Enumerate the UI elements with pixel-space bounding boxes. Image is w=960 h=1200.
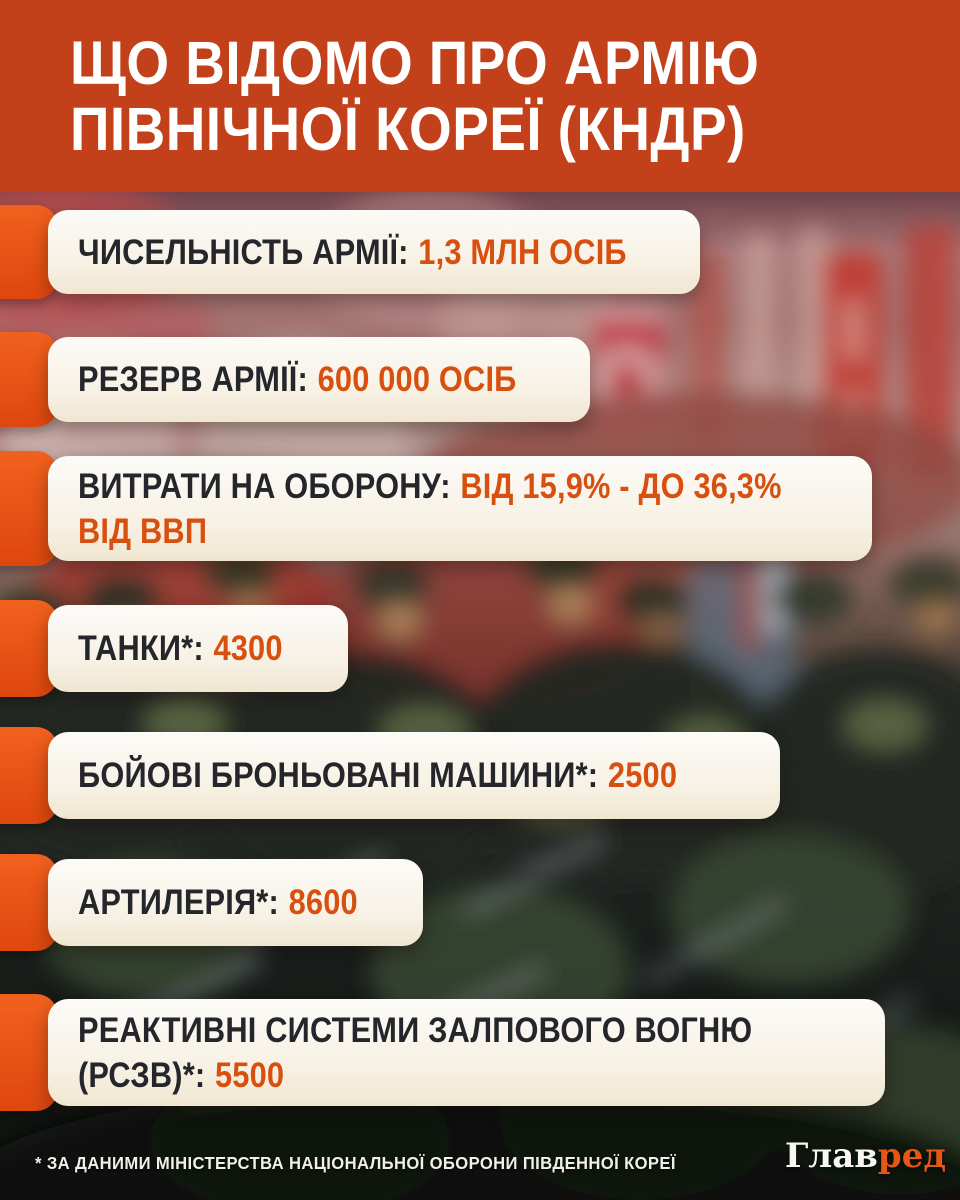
page-title-line2: ПІВНІЧНОЇ КОРЕЇ (КНДР) xyxy=(70,95,746,163)
header-banner: ЩО ВІДОМО ПРО АРМІЮ ПІВНІЧНОЇ КОРЕЇ (КНД… xyxy=(0,0,960,192)
page-title-line1: ЩО ВІДОМО ПРО АРМІЮ xyxy=(70,29,760,97)
stat-value: 4300 xyxy=(213,629,283,668)
stat-value: 2500 xyxy=(607,756,678,795)
stat-card: ВИТРАТИ НА ОБОРОНУ: ВІД 15,9% - ДО 36,3% … xyxy=(48,456,872,561)
stat-label: АРТИЛЕРІЯ*: xyxy=(78,883,279,922)
stat-label: РЕАКТИВНІ СИСТЕМИ ЗАЛПОВОГО ВОГНЮ xyxy=(78,1010,753,1050)
stat-label: РЕЗЕРВ АРМІЇ: xyxy=(78,360,308,399)
stat-card: РЕАКТИВНІ СИСТЕМИ ЗАЛПОВОГО ВОГНЮ (РСЗВ)… xyxy=(48,999,885,1106)
source-footnote: * ЗА ДАНИМИ МІНІСТЕРСТВА НАЦІОНАЛЬНОЇ ОБ… xyxy=(35,1153,676,1173)
stat-label: ЧИСЕЛЬНІСТЬ АРМІЇ: xyxy=(78,232,409,272)
stat-value: 600 000 ОСІБ xyxy=(317,360,517,399)
glavred-logo-part1: Глав xyxy=(784,1136,878,1176)
stat-value-line2: ВІД ВВП xyxy=(78,511,208,551)
stat-label: ВИТРАТИ НА ОБОРОНУ: xyxy=(78,466,451,506)
stat-value: 8600 xyxy=(288,883,358,922)
glavred-logo-part2: ред xyxy=(877,1136,946,1176)
stat-card: ТАНКИ*: 4300 xyxy=(48,605,348,692)
stat-label: БОЙОВІ БРОНЬОВАНІ МАШИНИ*: xyxy=(78,756,599,795)
stat-card: БОЙОВІ БРОНЬОВАНІ МАШИНИ*: 2500 xyxy=(48,732,780,819)
stat-card: АРТИЛЕРІЯ*: 8600 xyxy=(48,859,423,946)
stat-card: РЕЗЕРВ АРМІЇ: 600 000 ОСІБ xyxy=(48,337,590,422)
stat-label: ТАНКИ*: xyxy=(78,629,204,668)
stat-value: 5500 xyxy=(215,1055,285,1095)
stat-value: 1,3 МЛН ОСІБ xyxy=(418,232,627,272)
stat-label-line2: (РСЗВ)*: xyxy=(78,1055,206,1095)
stat-card: ЧИСЕЛЬНІСТЬ АРМІЇ: 1,3 МЛН ОСІБ xyxy=(48,210,700,294)
glavred-logo: Главред xyxy=(785,1139,946,1173)
stat-value: ВІД 15,9% - ДО 36,3% xyxy=(460,466,782,506)
